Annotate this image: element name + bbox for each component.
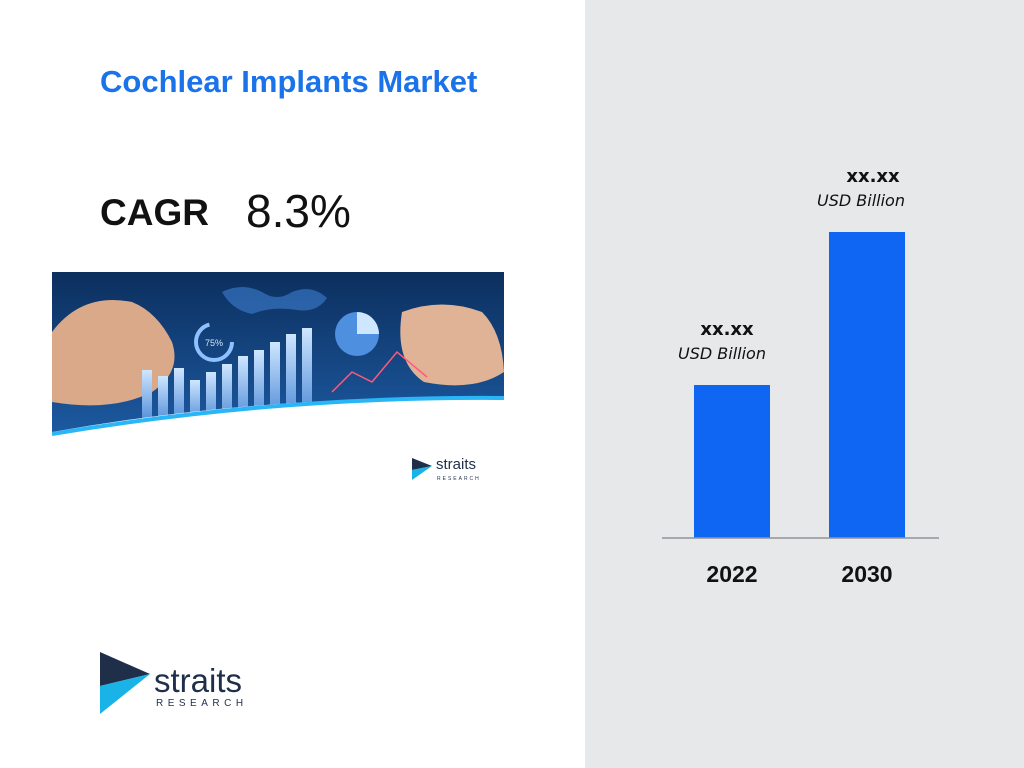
bar-2022 (694, 385, 770, 538)
bar-2030 (829, 232, 905, 538)
category-label-2030: 2030 (841, 561, 893, 587)
logo-sub: RESEARCH (156, 698, 248, 709)
data-label-unit-2030: USD Billion (817, 191, 905, 210)
page-title: Cochlear Implants Market (100, 64, 478, 99)
mini-logo-word: straits (436, 456, 477, 473)
cagr-value: 8.3% (246, 185, 351, 237)
hero-bars (142, 328, 312, 430)
brand-logo: straits RESEARCH (100, 652, 270, 716)
chart-panel (585, 0, 1024, 768)
data-label-value-2022: xx.xx (700, 319, 754, 340)
market-bar-chart: xx.xx USD Billion xx.xx USD Billion 2022… (585, 0, 1024, 768)
logo-mark-icon (100, 652, 150, 714)
logo-word: straits (154, 662, 243, 699)
hero-overlay-text: 75% (205, 338, 223, 348)
data-label-unit-2022: USD Billion (678, 344, 766, 363)
hero-image: 75% (52, 272, 504, 452)
data-label-value-2030: xx.xx (846, 166, 900, 187)
cagr-label: CAGR (100, 192, 209, 233)
mini-brand-logo: straits RESEARCH (412, 456, 492, 486)
mini-logo-sub: RESEARCH (437, 476, 481, 482)
logo-mark-icon (412, 458, 432, 480)
category-label-2022: 2022 (706, 561, 758, 587)
